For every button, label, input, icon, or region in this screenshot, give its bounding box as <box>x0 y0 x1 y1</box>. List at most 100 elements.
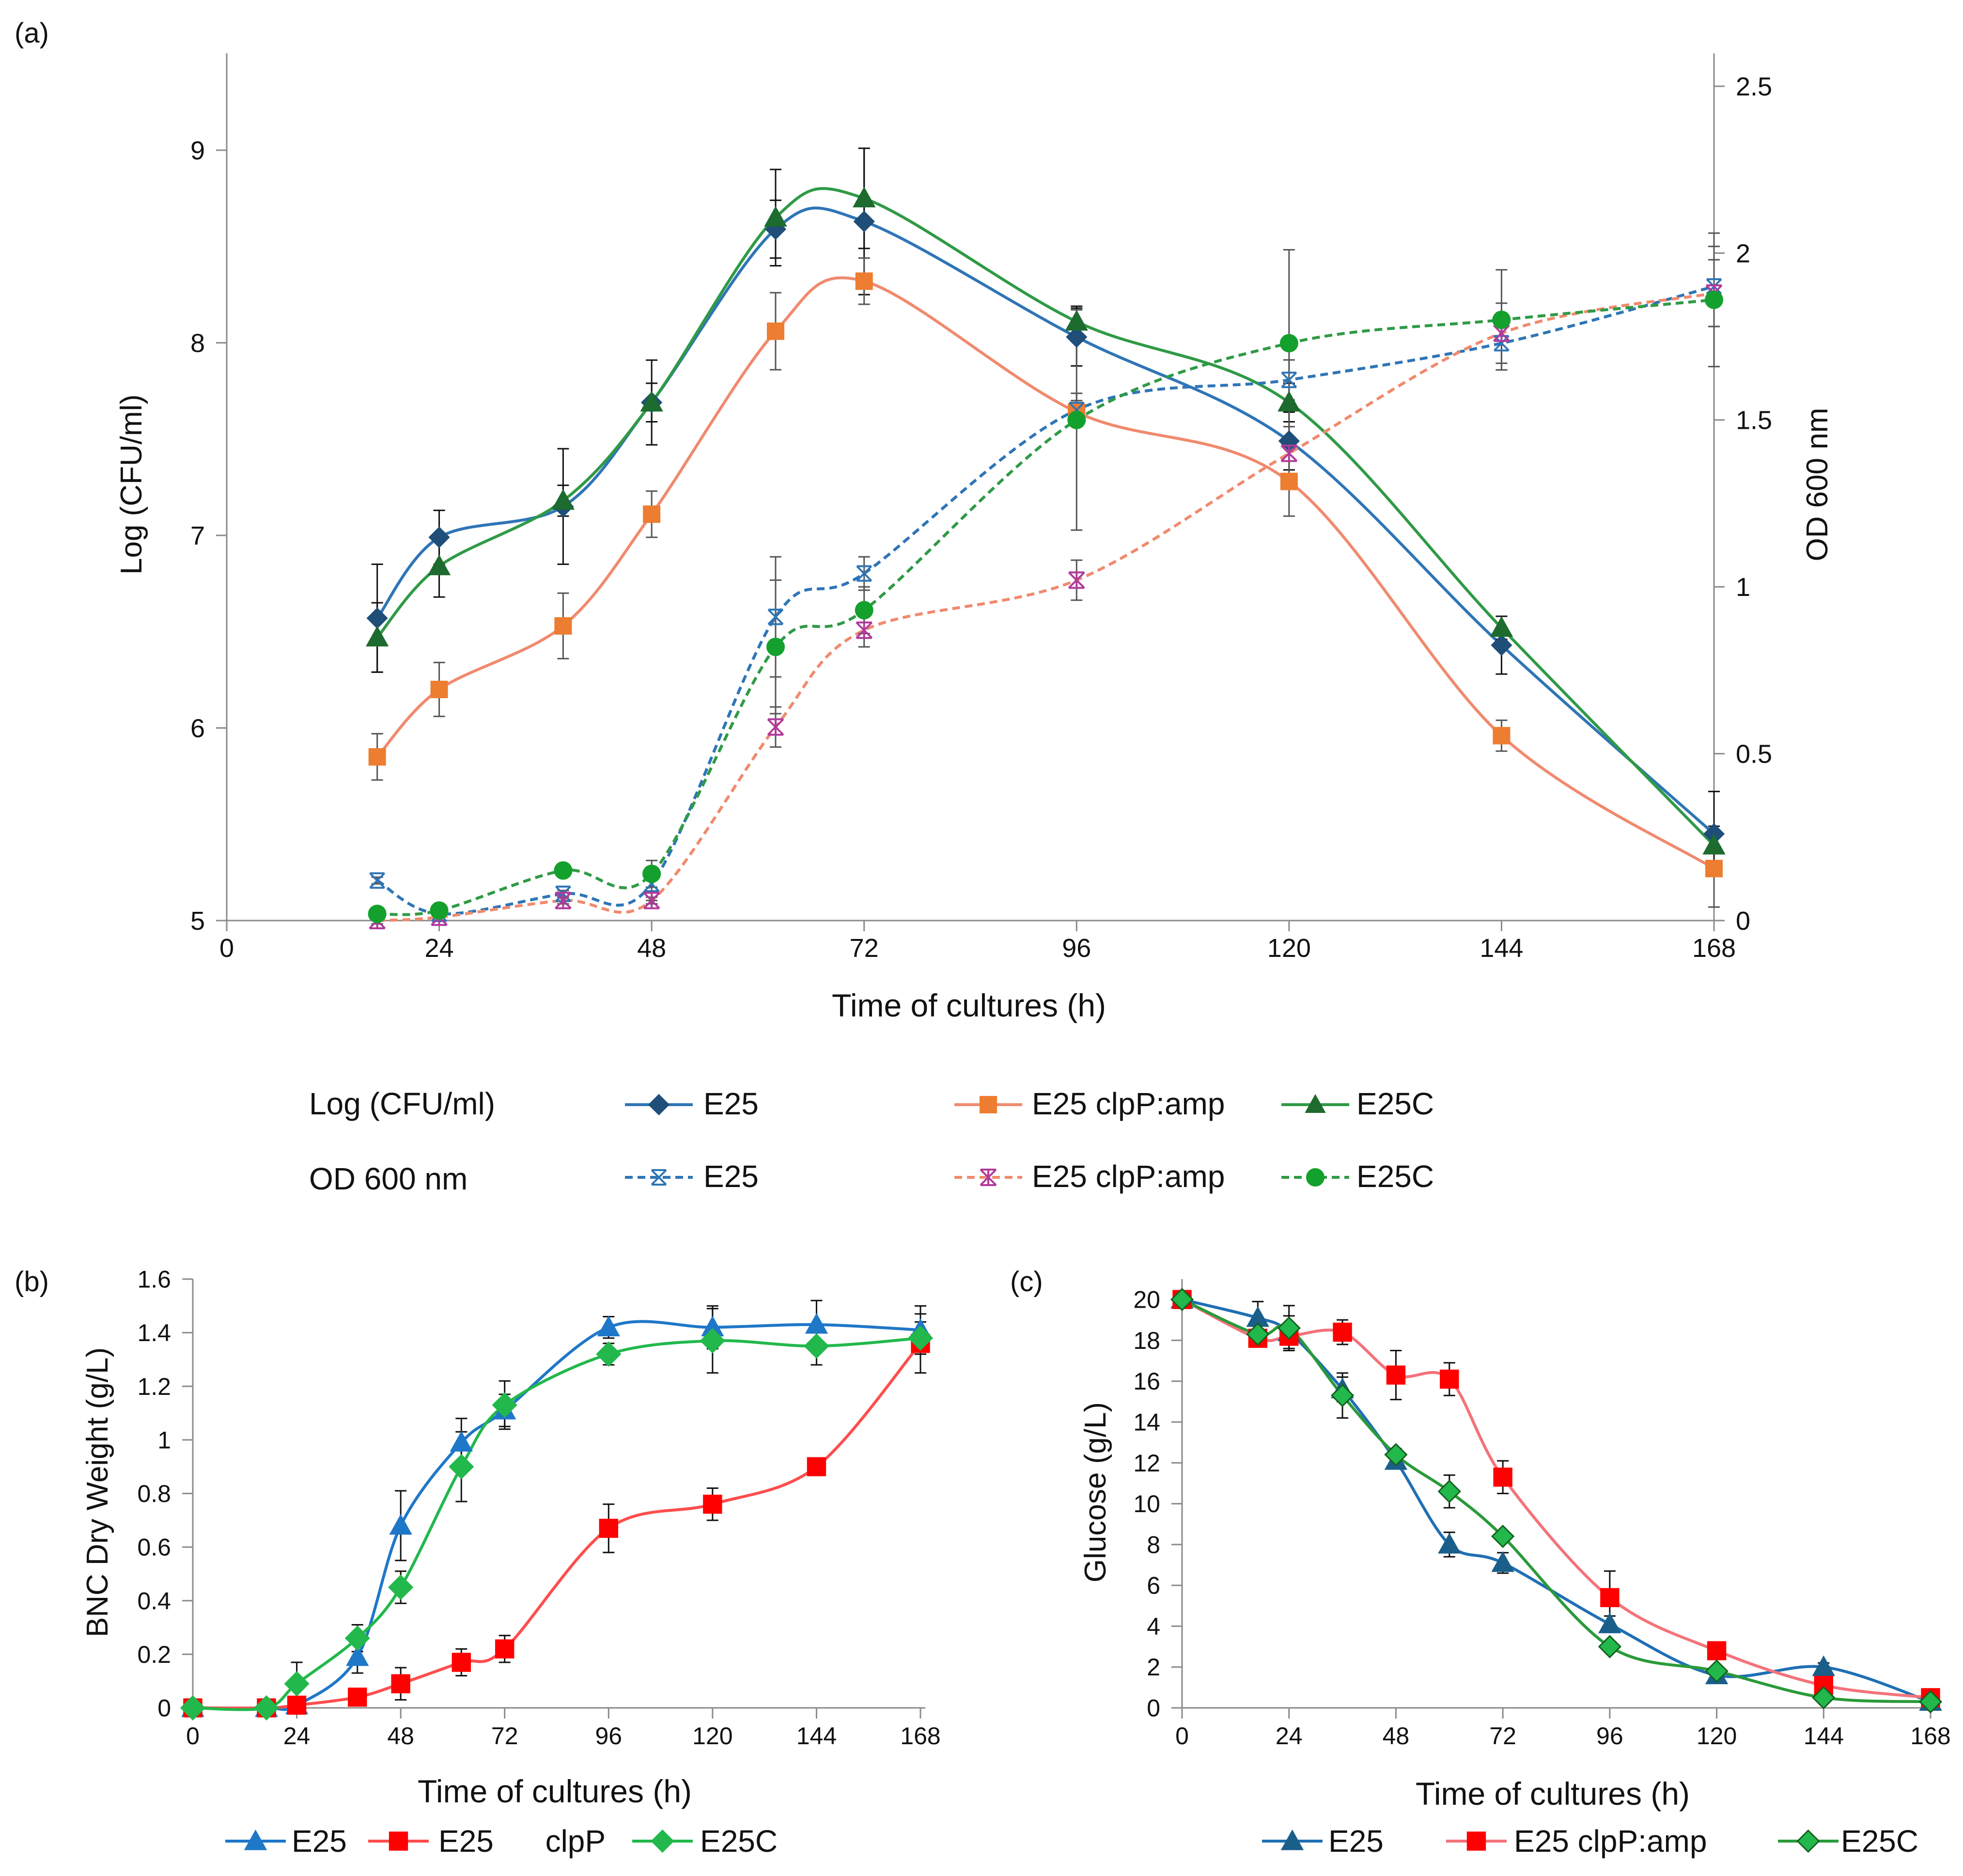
panel-b-axes <box>182 1278 925 1719</box>
a-od-clpp-point <box>1068 571 1085 589</box>
y-tick-label: 7 <box>190 521 205 550</box>
legend-key-marker <box>1305 1094 1326 1113</box>
x-tick-label: 96 <box>595 1722 622 1750</box>
a-log-e25-point <box>1491 634 1512 656</box>
a-log-clpp-point <box>643 505 661 523</box>
a-log-e25-point <box>428 526 450 548</box>
y-tick-label: 1 <box>157 1426 171 1454</box>
b-e25-point <box>597 1315 620 1337</box>
a-od-e25-line <box>376 285 1714 916</box>
c-clpp-point <box>1493 1468 1512 1487</box>
c-e25c-point <box>1330 1384 1355 1407</box>
y-tick-label: 16 <box>1133 1368 1160 1395</box>
legend-a-row1-clpp: E25 clpP:amp <box>1032 1086 1225 1121</box>
y-tick-label: 0.6 <box>137 1534 171 1561</box>
legend-c-keys <box>1262 1829 1838 1853</box>
b-e25-point <box>805 1313 828 1334</box>
c-e25c-point <box>1918 1690 1943 1714</box>
panel-label-a: (a) <box>15 17 49 49</box>
panel-b-legend: E25 E25 clpP E25C <box>225 1824 778 1859</box>
a-od-e25-point <box>1494 335 1510 352</box>
x-tick-label: 96 <box>1596 1722 1623 1750</box>
b-e25c-point <box>253 1695 280 1721</box>
a-od-e25-point <box>856 565 872 582</box>
a-od-clpp-line <box>377 292 1714 922</box>
a-log-clpp-point <box>855 272 873 290</box>
a-log-e25c-point <box>1278 391 1301 412</box>
a-od-e25c-point <box>554 861 573 880</box>
a-log-clpp-point <box>1705 860 1723 877</box>
c-e25c-point <box>1277 1316 1301 1340</box>
a-log-e25-line <box>376 206 1715 835</box>
x-tick-label: 24 <box>425 934 454 963</box>
x-tick-label: 48 <box>1383 1722 1410 1750</box>
y-tick-label: 1.6 <box>137 1266 171 1293</box>
y2-tick-label: 1.5 <box>1736 406 1772 435</box>
c-e25c-point <box>1246 1322 1270 1346</box>
legend-key-marker <box>1306 1168 1324 1187</box>
c-clpp-point <box>1600 1588 1620 1608</box>
legend-a-row2-e25: E25 <box>703 1159 759 1194</box>
b-e25c-point <box>344 1626 370 1651</box>
b-clpp-point <box>599 1518 618 1538</box>
a-log-clpp-point <box>766 322 784 340</box>
legend-c-clpp: E25 clpP:amp <box>1514 1824 1707 1859</box>
a-od-clpp-point <box>767 718 784 736</box>
legend-c-e25: E25 <box>1328 1824 1384 1859</box>
legend-a-row1-label: Log (CFU/ml) <box>309 1086 495 1121</box>
x-tick-label: 120 <box>692 1722 732 1750</box>
x-tick-label: 144 <box>1804 1722 1844 1750</box>
c-e25c-point <box>1437 1480 1461 1503</box>
a-log-e25c-point <box>764 206 787 227</box>
c-e25c-point <box>1170 1288 1194 1312</box>
a-od-e25c-point <box>855 601 873 620</box>
a-od-e25-point <box>1281 372 1297 389</box>
a-log-e25c-point <box>427 554 451 576</box>
c-e25-point <box>1491 1551 1514 1572</box>
a-od-clpp-point <box>1493 324 1510 342</box>
a-log-clpp-point <box>1280 472 1298 490</box>
panel-a-legend: Log (CFU/ml) OD 600 nm E25 E25 clpP:amp … <box>309 1086 1434 1196</box>
c-e25c-point <box>1491 1524 1515 1548</box>
a-od-e25-point <box>767 609 784 625</box>
b-clpp-point <box>452 1653 471 1672</box>
a-log-e25c-point <box>365 625 389 647</box>
legend-key-marker <box>1280 1829 1304 1850</box>
c-clpp-point <box>1440 1369 1459 1389</box>
legend-key-marker <box>980 1169 997 1186</box>
b-e25-point <box>389 1514 412 1535</box>
b-e25c-point <box>804 1333 829 1359</box>
panel-a-y2-axis-title: OD 600 nm <box>1801 407 1834 561</box>
x-tick-label: 168 <box>900 1722 940 1750</box>
b-e25c-point <box>596 1341 622 1367</box>
legend-a-row1-e25: E25 <box>703 1086 759 1121</box>
a-od-e25c-point <box>1705 290 1723 309</box>
legend-a-row2-label: OD 600 nm <box>309 1161 467 1196</box>
panel-a-axes <box>216 53 1725 931</box>
x-tick-label: 48 <box>387 1722 414 1750</box>
y-tick-label: 0.8 <box>137 1480 171 1507</box>
a-od-clpp-point <box>554 891 572 909</box>
y-tick-label: 0.4 <box>137 1587 171 1614</box>
a-od-e25c-point <box>430 901 449 920</box>
a-log-e25c-point <box>640 391 663 412</box>
y2-tick-label: 0.5 <box>1736 740 1772 769</box>
b-e25c-point <box>180 1695 206 1721</box>
a-log-e25c-line <box>376 187 1715 847</box>
legend-key-marker <box>651 1829 674 1853</box>
y-tick-label: 4 <box>1147 1613 1160 1640</box>
c-e25-point <box>1598 1612 1621 1633</box>
x-tick-label: 0 <box>219 934 234 963</box>
y-tick-label: 6 <box>1147 1572 1160 1599</box>
panel-a-tick-labels: 0 24 48 72 96 120 144 168 5 6 7 8 9 0 0.5 1 1.5 2 2.5 <box>190 72 1772 963</box>
legend-a-row2-clpp: E25 clpP:amp <box>1032 1159 1225 1194</box>
panel-c-y-axis-title: Glucose (g/L) <box>1079 1402 1112 1582</box>
y-tick-label: 2 <box>1147 1654 1160 1681</box>
a-log-e25c-point <box>551 489 575 510</box>
a-log-e25c-point <box>853 187 876 207</box>
x-tick-label: 72 <box>1489 1722 1516 1750</box>
legend-a-row2-e25c: E25C <box>1356 1159 1434 1194</box>
a-log-clpp-point <box>430 681 448 698</box>
x-tick-label: 24 <box>1276 1722 1303 1750</box>
a-log-clpp-point <box>1493 727 1511 745</box>
